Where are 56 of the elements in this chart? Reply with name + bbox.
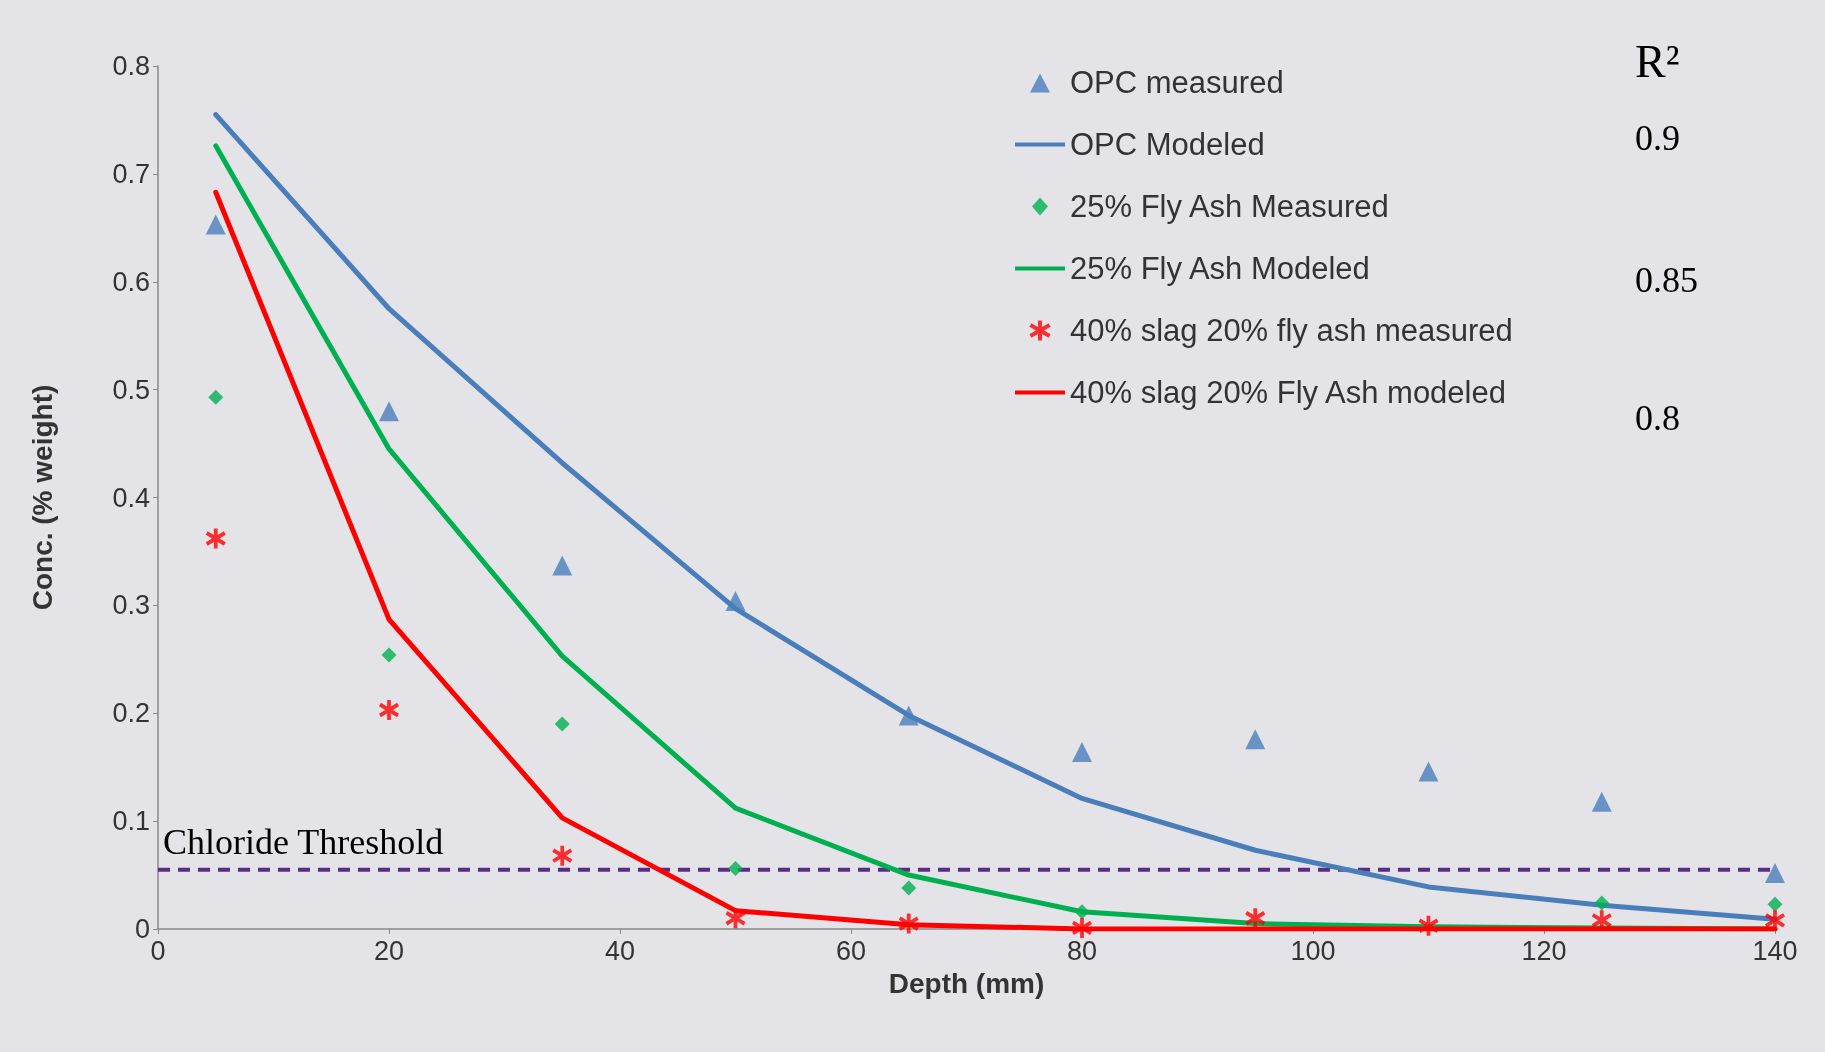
point [205,214,226,235]
point [901,880,917,896]
x-tick-label: 60 [835,935,867,966]
point [1765,910,1785,931]
y-tick-label: 0.3 [112,590,150,621]
point [552,845,573,866]
point [554,716,570,732]
legend-label: 40% slag 20% Fly Ash modeled [1070,375,1506,410]
x-axis-title: Depth (mm) [888,967,1045,999]
point [1072,742,1092,763]
x-tick-label: 20 [373,935,405,966]
y-tick-label: 0.4 [112,482,150,513]
x-tick-label: 40 [604,935,636,966]
annotation: 0.85 [1635,260,1698,300]
legend-label: 25% Fly Ash Modeled [1070,251,1370,286]
point [208,389,224,405]
ref-line-label: Chloride Threshold [163,821,444,862]
point [1245,729,1266,750]
legend-label: OPC measured [1070,65,1284,100]
point [1591,791,1612,812]
annotation: R² [1635,35,1680,87]
y-tick-label: 0.6 [112,266,150,297]
x-tick-label: 80 [1066,935,1098,966]
y-tick-label: 0.5 [112,374,150,405]
legend-label: 25% Fly Ash Measured [1070,189,1389,224]
point [379,700,399,721]
y-tick-label: 0.2 [112,698,150,729]
y-tick-label: 0 [134,914,150,944]
point [725,908,746,929]
y-tick-label: 0.1 [112,806,150,837]
legend-label: OPC Modeled [1070,127,1265,162]
x-tick-label: 120 [1521,935,1567,966]
point [1767,896,1783,912]
x-tick-label: 140 [1752,935,1798,966]
point [381,647,397,663]
point [1418,761,1439,782]
point [1074,904,1090,920]
x-tick-label: 100 [1290,935,1336,966]
point [379,401,399,422]
legend-label: 40% slag 20% fly ash measured [1070,313,1513,348]
point [728,861,743,877]
point [552,555,573,576]
point [725,591,746,612]
point [1594,895,1610,911]
annotation: 0.8 [1635,398,1680,438]
annotation: 0.9 [1635,118,1680,158]
point [898,705,919,726]
point [1072,917,1092,938]
point [205,528,226,549]
y-axis-title: Conc. (% weight) [26,384,58,611]
point [898,913,919,934]
y-tick-label: 0.8 [112,51,150,81]
point [1245,908,1266,929]
point [1418,915,1439,936]
point [1765,862,1785,883]
y-tick-label: 0.7 [112,158,150,189]
